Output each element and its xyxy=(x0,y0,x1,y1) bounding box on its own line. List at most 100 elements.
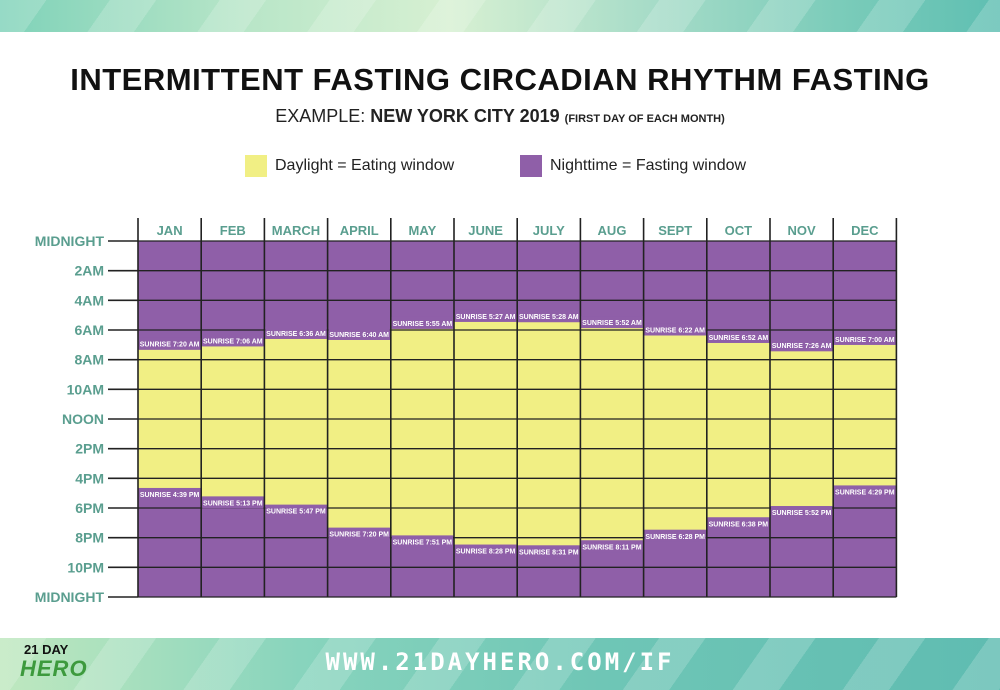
sunrise-label: SUNRISE 5:28 AM xyxy=(519,314,579,321)
y-tick-label: MIDNIGHT xyxy=(35,589,105,605)
daylight-bar-sept xyxy=(643,335,707,530)
sunset-label: SUNRISE 6:38 PM xyxy=(709,521,769,528)
sunset-label: SUNRISE 4:29 PM xyxy=(835,489,895,496)
x-category-label: APRIL xyxy=(340,223,379,238)
sunrise-label: SUNRISE 7:26 AM xyxy=(772,343,832,350)
sunrise-tag xyxy=(455,309,517,322)
daylight-bar-july xyxy=(517,322,581,546)
legend-swatch-daylight xyxy=(245,155,267,177)
daylight-bar-nov xyxy=(770,351,834,507)
y-tick-label: 8AM xyxy=(74,352,104,368)
x-category-label: NOV xyxy=(788,223,817,238)
page-title: INTERMITTENT FASTING CIRCADIAN RHYTHM FA… xyxy=(70,62,930,97)
daylight-bar-aug xyxy=(580,328,644,541)
sunrise-tag xyxy=(391,316,453,329)
sunrise-label: SUNRISE 7:00 AM xyxy=(835,337,895,344)
sunset-label: SUNRISE 6:28 PM xyxy=(645,534,705,541)
subtitle-note: (FIRST DAY OF EACH MONTH) xyxy=(564,113,725,125)
y-tick-label: 10PM xyxy=(67,559,104,575)
sunset-tag xyxy=(391,535,453,548)
sunrise-tag xyxy=(202,334,264,347)
sunset-tag xyxy=(202,496,264,509)
sunset-label: SUNRISE 5:13 PM xyxy=(203,500,263,507)
y-tick-label: 8PM xyxy=(75,530,104,546)
x-category-label: JAN xyxy=(157,223,183,238)
sunset-tag xyxy=(518,545,580,558)
daylight-bar-may xyxy=(390,328,454,536)
sunrise-label: SUNRISE 5:52 AM xyxy=(582,320,642,327)
x-category-label: SEPT xyxy=(658,223,692,238)
sunset-tag xyxy=(707,517,769,530)
top-decorative-band xyxy=(0,0,1000,32)
sunrise-label: SUNRISE 7:06 AM xyxy=(203,338,263,345)
sunrise-label: SUNRISE 6:36 AM xyxy=(266,331,326,338)
daylight-bar-april xyxy=(327,339,391,528)
y-tick-label: 6AM xyxy=(74,322,104,338)
sunrise-tag xyxy=(834,332,896,345)
y-tick-label: 2PM xyxy=(75,441,104,457)
legend-label-night: Nighttime = Fasting window xyxy=(550,157,747,174)
sunset-label: SUNRISE 5:52 PM xyxy=(772,510,832,517)
subtitle: EXAMPLE: NEW YORK CITY 2019 (FIRST DAY O… xyxy=(0,106,1000,127)
daylight-bar-feb xyxy=(201,346,265,497)
sunrise-label: SUNRISE 6:52 AM xyxy=(709,335,769,342)
brand-logo: 21 DAY HERO xyxy=(6,642,96,688)
sunset-tag xyxy=(771,506,833,519)
x-category-label: MARCH xyxy=(272,223,320,238)
sunset-label: SUNRISE 7:51 PM xyxy=(393,539,453,546)
footer-url: WWW.21DAYHERO.COM/IF xyxy=(325,648,675,676)
sunset-tag xyxy=(328,527,390,540)
sunrise-tag xyxy=(644,323,706,336)
y-tick-label: MIDNIGHT xyxy=(35,233,105,249)
x-category-label: OCT xyxy=(725,223,753,238)
sunset-tag xyxy=(265,504,327,517)
y-tick-label: NOON xyxy=(62,411,104,427)
x-category-label: JULY xyxy=(533,223,565,238)
subtitle-prefix: EXAMPLE: xyxy=(275,106,371,126)
sunset-tag xyxy=(644,529,706,542)
y-tick-label: 6PM xyxy=(75,500,104,516)
logo-text-bottom: HERO xyxy=(20,656,88,681)
daylight-bar-march xyxy=(264,338,328,505)
sunrise-tag xyxy=(518,310,580,323)
sunset-label: SUNRISE 8:11 PM xyxy=(582,544,641,551)
sunset-tag xyxy=(139,487,201,500)
sunset-label: SUNRISE 5:47 PM xyxy=(266,509,326,516)
sunset-label: SUNRISE 4:39 PM xyxy=(140,492,200,499)
y-tick-label: 2AM xyxy=(74,263,104,279)
sunrise-label: SUNRISE 7:20 AM xyxy=(140,342,200,349)
x-category-label: JUNE xyxy=(468,223,503,238)
sunset-tag xyxy=(581,540,643,553)
daylight-bar-oct xyxy=(706,342,770,518)
sunrise-tag xyxy=(265,326,327,339)
sunset-label: SUNRISE 8:28 PM xyxy=(456,549,516,556)
x-category-label: AUG xyxy=(598,223,627,238)
daylight-bar-dec xyxy=(833,344,897,486)
sunrise-label: SUNRISE 5:55 AM xyxy=(393,321,453,328)
sunrise-label: SUNRISE 5:27 AM xyxy=(456,314,516,321)
x-category-label: DEC xyxy=(851,223,879,238)
sunrise-tag xyxy=(139,337,201,350)
legend-swatch-night xyxy=(520,155,542,177)
subtitle-city: NEW YORK CITY 2019 xyxy=(370,106,560,126)
sunset-tag xyxy=(455,544,517,557)
legend-label-daylight: Daylight = Eating window xyxy=(275,157,455,174)
x-category-label: MAY xyxy=(409,223,437,238)
sunrise-tag xyxy=(707,330,769,343)
sunset-label: SUNRISE 8:31 PM xyxy=(519,549,579,556)
y-tick-label: 4PM xyxy=(75,470,104,486)
sunrise-label: SUNRISE 6:40 AM xyxy=(329,332,389,339)
x-category-label: FEB xyxy=(220,223,246,238)
sunrise-tag xyxy=(581,316,643,329)
sunrise-tag xyxy=(771,339,833,352)
sunrise-tag xyxy=(328,327,390,340)
bottom-decorative-band xyxy=(0,638,1000,690)
logo-text-top: 21 DAY xyxy=(24,642,69,657)
y-tick-label: 4AM xyxy=(74,292,104,308)
legend-item-daylight: Daylight = Eating window xyxy=(245,155,454,177)
sunset-tag xyxy=(834,485,896,498)
daylight-bar-june xyxy=(454,321,518,545)
legend-item-night: Nighttime = Fasting window xyxy=(520,155,746,177)
y-tick-label: 10AM xyxy=(67,381,104,397)
